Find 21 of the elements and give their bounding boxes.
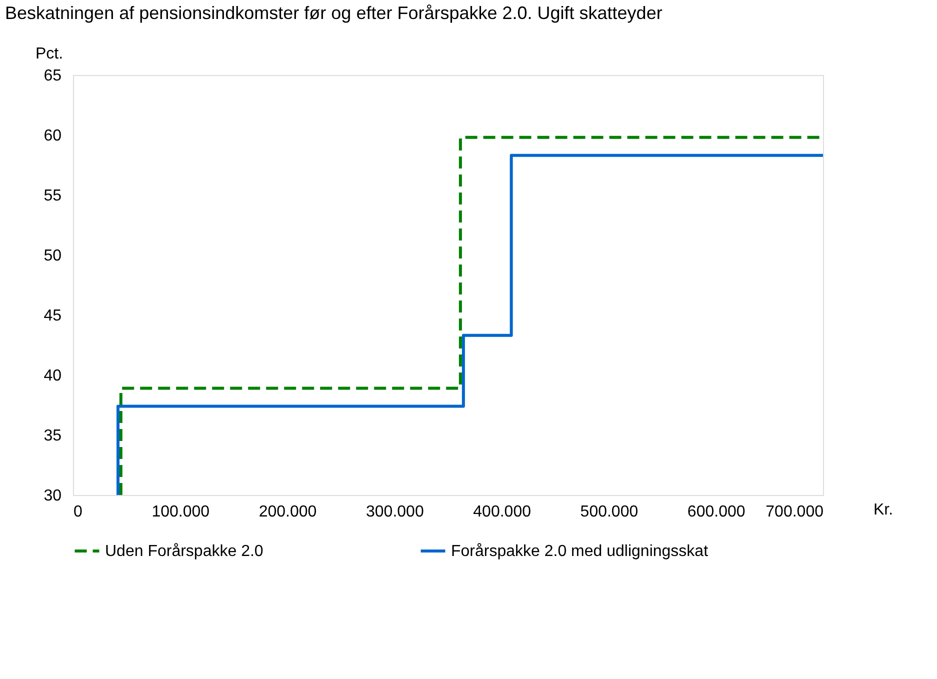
chart-title: Beskatningen af pensionsindkomster før og efter Forårspakke 2.0. Ugift skatteyder [5,3,662,23]
x-tick-label: 600.000 [687,504,746,520]
x-tick-label: 0 [74,504,82,520]
x-tick-label: 400.000 [473,504,532,520]
y-tick-label: 35 [44,428,62,444]
y-tick-label: 50 [44,248,62,264]
y-tick-label: 60 [44,128,62,144]
y-tick-label: 30 [44,488,62,504]
x-axis-title: Kr. [874,502,894,518]
x-tick-label: 700.000 [766,504,824,520]
x-tick-label: 100.000 [152,504,210,520]
x-tick-label: 200.000 [258,504,317,520]
y-tick-label: 65 [44,68,62,84]
y-axis-title: Pct. [36,46,64,62]
y-tick-label: 40 [44,368,62,384]
legend-label: Forårspakke 2.0 med udligningsskat [451,543,709,560]
x-tick-label: 500.000 [580,504,638,520]
legend-label: Uden Forårspakke 2.0 [105,543,264,560]
y-tick-label: 45 [44,308,62,324]
y-tick-label: 55 [44,188,62,204]
x-tick-label: 300.000 [366,504,424,520]
